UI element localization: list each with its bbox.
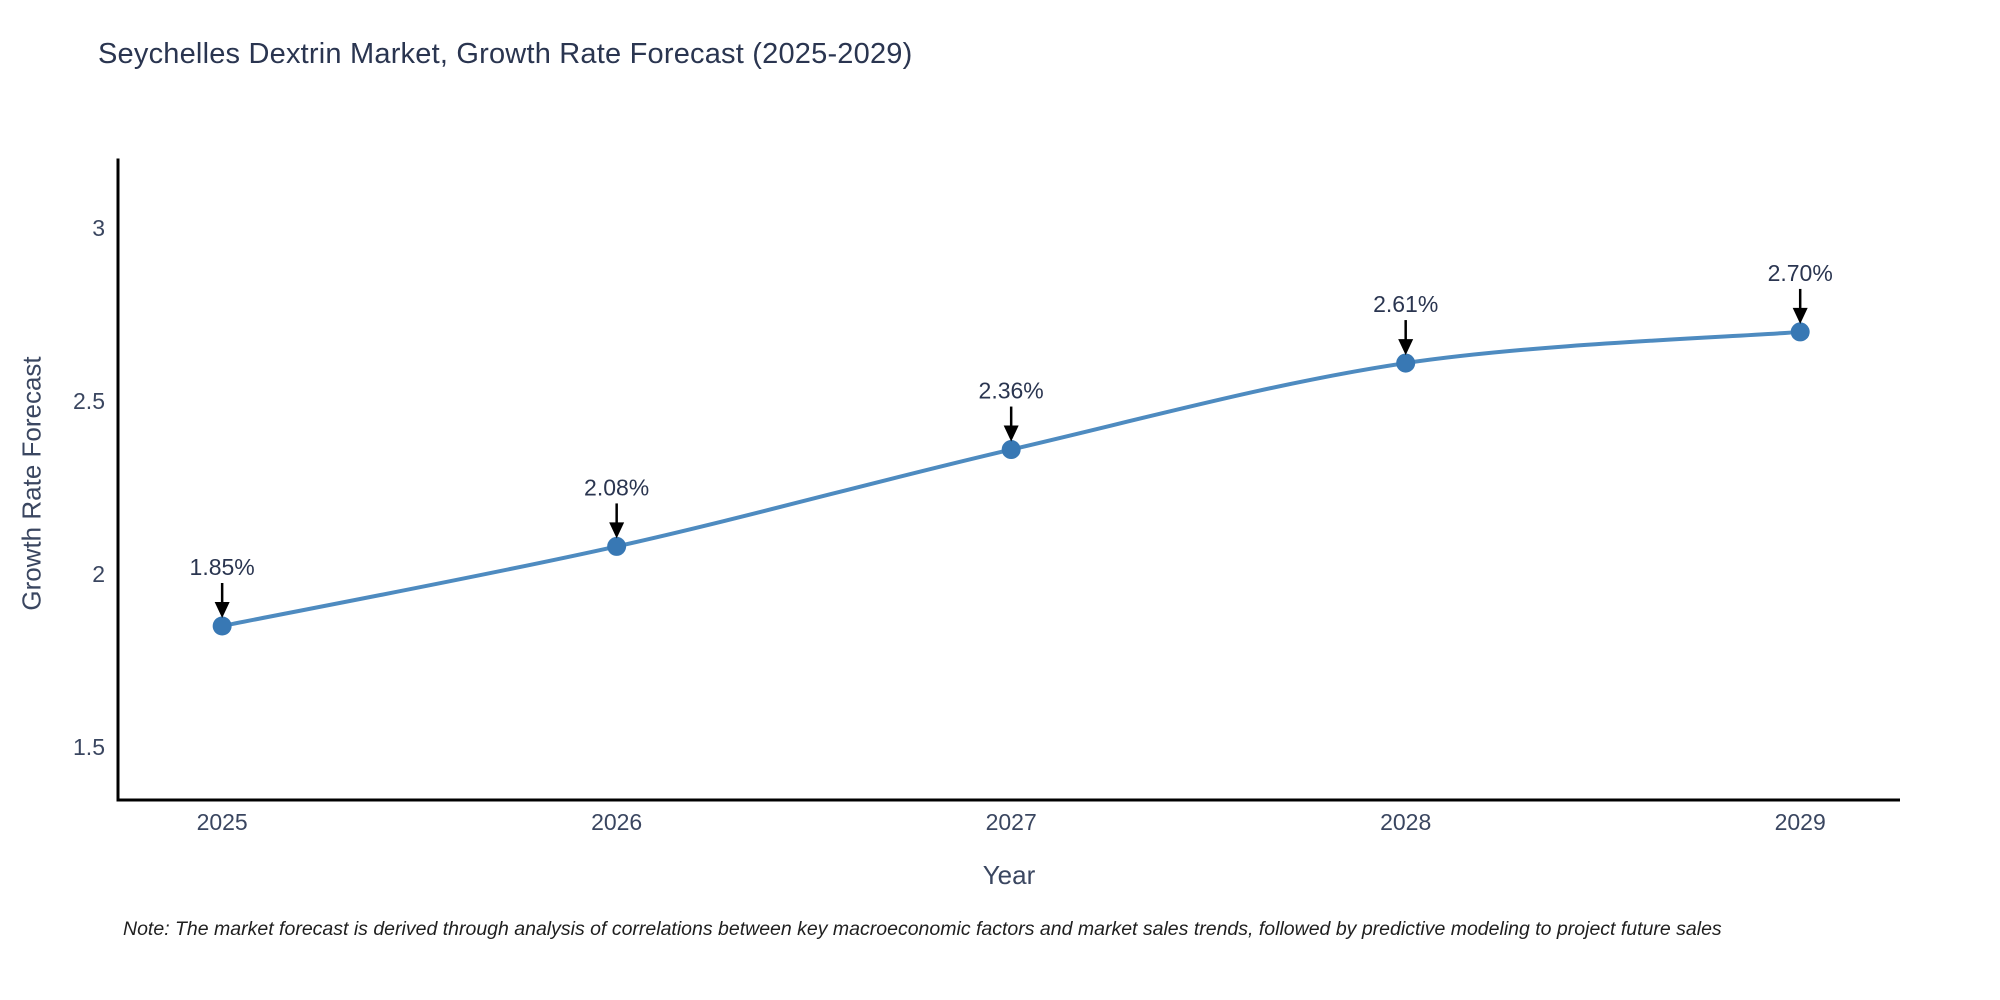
data-point-marker <box>1001 440 1021 460</box>
y-axis-title: Growth Rate Forecast <box>16 356 47 611</box>
data-point-marker <box>1396 353 1416 373</box>
data-point-label: 2.36% <box>979 378 1044 404</box>
data-point-label: 2.08% <box>584 474 649 500</box>
x-tick-label: 2029 <box>1775 809 1826 835</box>
data-point-marker <box>212 616 232 636</box>
y-tick-label: 3 <box>92 215 105 241</box>
growth-line-series <box>220 329 1803 628</box>
y-tick-label: 1.5 <box>73 734 105 760</box>
data-point-label: 2.61% <box>1373 291 1438 317</box>
annotation-arrowhead <box>1792 307 1808 324</box>
x-tick-label: 2027 <box>986 809 1037 835</box>
data-point-marker <box>1790 322 1810 342</box>
y-tick-label: 2 <box>92 561 105 587</box>
chart-title: Seychelles Dextrin Market, Growth Rate F… <box>98 38 913 70</box>
annotation-arrowhead <box>1003 425 1019 442</box>
y-tick-label: 2.5 <box>73 388 105 414</box>
annotation-arrowhead <box>609 522 625 539</box>
annotation-arrowhead <box>214 601 230 618</box>
footnote: Note: The market forecast is derived thr… <box>123 918 1722 940</box>
x-tick-label: 2025 <box>197 809 248 835</box>
x-tick-label: 2026 <box>591 809 642 835</box>
data-point-label: 2.70% <box>1768 260 1833 286</box>
data-point-marker <box>607 536 627 556</box>
annotation-arrowhead <box>1398 339 1414 356</box>
x-tick-label: 2028 <box>1380 809 1431 835</box>
x-axis-title: Year <box>982 860 1036 890</box>
data-point-label: 1.85% <box>190 554 255 580</box>
